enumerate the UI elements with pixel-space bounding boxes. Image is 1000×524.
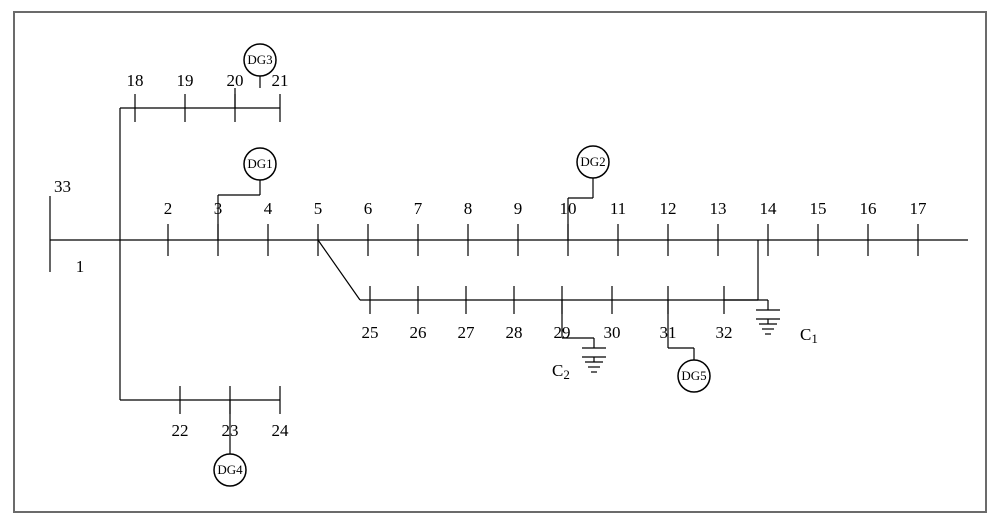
svg-text:16: 16 (860, 199, 877, 218)
svg-text:2: 2 (164, 199, 173, 218)
dg2-label: DG2 (580, 154, 605, 169)
svg-text:32: 32 (716, 323, 733, 342)
svg-text:21: 21 (272, 71, 289, 90)
svg-text:7: 7 (414, 199, 423, 218)
svg-text:15: 15 (810, 199, 827, 218)
dg3-label: DG3 (247, 52, 272, 67)
svg-text:6: 6 (364, 199, 373, 218)
dg5-label: DG5 (681, 368, 706, 383)
svg-text:1: 1 (76, 257, 85, 276)
dg4-label: DG4 (217, 462, 243, 477)
svg-text:9: 9 (514, 199, 523, 218)
svg-text:12: 12 (660, 199, 677, 218)
svg-text:26: 26 (410, 323, 427, 342)
svg-text:28: 28 (506, 323, 523, 342)
svg-text:5: 5 (314, 199, 323, 218)
svg-text:27: 27 (458, 323, 476, 342)
svg-text:18: 18 (127, 71, 144, 90)
svg-text:14: 14 (760, 199, 778, 218)
svg-text:33: 33 (54, 177, 71, 196)
svg-text:17: 17 (910, 199, 928, 218)
svg-text:4: 4 (264, 199, 273, 218)
svg-text:19: 19 (177, 71, 194, 90)
svg-text:22: 22 (172, 421, 189, 440)
svg-text:30: 30 (604, 323, 621, 342)
svg-text:20: 20 (227, 71, 244, 90)
svg-text:13: 13 (710, 199, 727, 218)
svg-text:11: 11 (610, 199, 626, 218)
dg1-label: DG1 (247, 156, 272, 171)
svg-text:25: 25 (362, 323, 379, 342)
svg-text:8: 8 (464, 199, 473, 218)
svg-text:24: 24 (272, 421, 290, 440)
